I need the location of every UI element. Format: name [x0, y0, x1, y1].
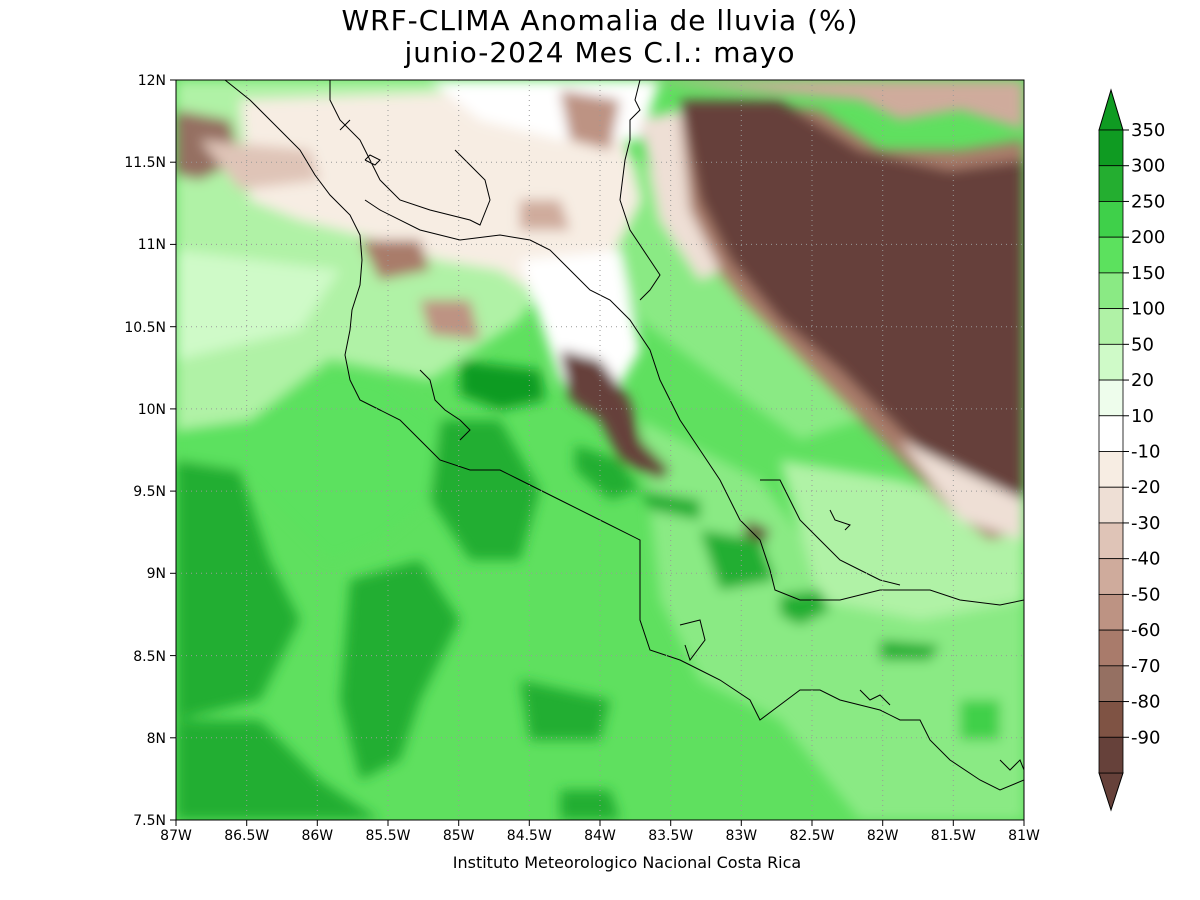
y-tick-label: 9N	[147, 566, 166, 582]
x-tick-label: 83W	[725, 828, 757, 844]
map-title: WRF-CLIMA Anomalia de lluvia (%)	[341, 4, 859, 37]
x-tick-label: 82W	[867, 828, 899, 844]
colorbar-swatch	[1098, 236, 1124, 274]
colorbar-label: -80	[1131, 692, 1160, 713]
x-tick-label: 83.5W	[648, 828, 693, 844]
colorbar-swatch	[1098, 165, 1124, 202]
x-tick-label: 82.5W	[789, 828, 834, 844]
colorbar-label: 150	[1131, 263, 1165, 284]
x-tick-label: 81W	[1008, 828, 1040, 844]
colorbar-label: -40	[1131, 549, 1160, 570]
colorbar-swatch	[1098, 379, 1124, 417]
x-tick-label: 87W	[160, 828, 192, 844]
colorbar-label: 10	[1131, 406, 1154, 427]
colorbar-swatch	[1098, 129, 1124, 167]
colorbar-swatch	[1098, 736, 1124, 774]
colorbar-label: -90	[1131, 727, 1160, 748]
colorbar-swatch	[1098, 629, 1124, 667]
y-tick-label: 9.5N	[133, 484, 166, 500]
colorbar: 350 300 250 200 150 100 50 20 10 -10 -20 -30 -40 -50 -…	[1098, 88, 1165, 812]
colorbar-swatch	[1098, 593, 1124, 631]
colorbar-swatch	[1098, 486, 1124, 524]
x-tick-label: 84W	[584, 828, 616, 844]
graticule	[176, 80, 1024, 820]
colorbar-label: -50	[1131, 584, 1160, 605]
colorbar-bottom-arrow	[1098, 772, 1124, 812]
colorbar-swatch	[1098, 665, 1124, 702]
colorbar-label: 300	[1131, 156, 1165, 177]
colorbar-label: -60	[1131, 620, 1160, 641]
colorbar-swatch	[1098, 522, 1124, 560]
y-tick-label: 8.5N	[133, 649, 166, 665]
colorbar-swatch	[1098, 272, 1124, 310]
colorbar-swatch	[1098, 701, 1124, 738]
map-subtitle: junio-2024 Mes C.I.: mayo	[404, 36, 796, 69]
y-tick-label: 12N	[138, 73, 166, 89]
x-tick-label: 86.5W	[224, 828, 269, 844]
colorbar-label: 250	[1131, 191, 1165, 212]
x-tick-label: 85.5W	[365, 828, 410, 844]
y-tick-label: 10N	[138, 402, 166, 418]
colorbar-swatch	[1098, 415, 1124, 452]
colorbar-label: -30	[1131, 513, 1160, 534]
y-tick-label: 11N	[138, 237, 166, 253]
colorbar-label: 20	[1131, 370, 1154, 391]
colorbar-label: 200	[1131, 227, 1165, 248]
x-tick-label: 84.5W	[507, 828, 552, 844]
colorbar-swatch	[1098, 451, 1124, 488]
colorbar-label: -10	[1131, 442, 1160, 463]
colorbar-label: 50	[1131, 334, 1154, 355]
x-tick-label: 81.5W	[931, 828, 976, 844]
colorbar-label: 100	[1131, 299, 1165, 320]
colorbar-swatch	[1098, 308, 1124, 345]
y-tick-label: 11.5N	[124, 155, 166, 171]
rainfall-anomaly-field	[176, 80, 1024, 820]
colorbar-swatch	[1098, 201, 1124, 238]
colorbar-swatch	[1098, 558, 1124, 595]
x-tick-label: 85W	[443, 828, 475, 844]
footer-credit: Instituto Meteorologico Nacional Costa R…	[453, 853, 801, 872]
colorbar-label: -70	[1131, 656, 1160, 677]
y-tick-label: 8N	[147, 731, 166, 747]
axis-ticks	[170, 79, 1025, 826]
x-tick-label: 86W	[301, 828, 333, 844]
colorbar-label: 350	[1131, 120, 1165, 141]
colorbar-swatch	[1098, 343, 1124, 381]
y-tick-label: 7.5N	[133, 813, 166, 829]
y-tick-label: 10.5N	[124, 320, 166, 336]
colorbar-label: -20	[1131, 477, 1160, 498]
colorbar-top-arrow	[1098, 88, 1124, 131]
